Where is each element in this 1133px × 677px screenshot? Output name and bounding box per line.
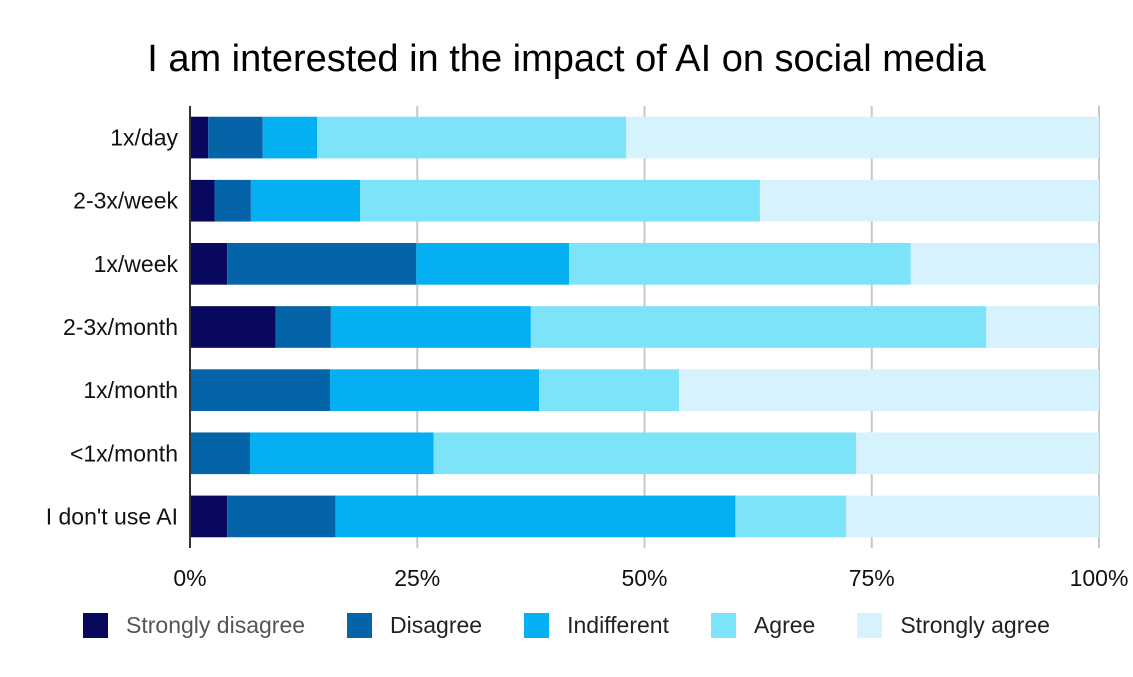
- x-tick-label: 50%: [621, 565, 667, 591]
- bar-segment: [539, 369, 680, 411]
- bar-segment: [759, 179, 1099, 222]
- legend-swatch: [524, 613, 550, 638]
- bar-segment: [856, 432, 1099, 475]
- x-tick-label: 0%: [173, 565, 206, 591]
- bar-segment: [569, 243, 911, 285]
- x-tick-label: 100%: [1070, 565, 1129, 591]
- bar-segment: [190, 243, 228, 285]
- bar-segment: [214, 179, 251, 222]
- bar-segment: [190, 369, 330, 411]
- bar-segment: [249, 432, 434, 475]
- bar-segment: [335, 495, 736, 538]
- bar-segment: [986, 306, 1099, 348]
- bar-segment: [359, 179, 760, 222]
- bar-segment: [317, 116, 627, 159]
- legend-label: Strongly agree: [900, 612, 1050, 638]
- bar-area: [190, 116, 1099, 538]
- bar-segment: [250, 179, 360, 222]
- legend-swatch: [347, 613, 373, 638]
- bar-segment: [227, 243, 417, 285]
- legend: Strongly disagree Disagree Indifferent Agre…: [0, 612, 1133, 639]
- bar-segment: [190, 179, 215, 222]
- legend-swatch: [83, 613, 109, 638]
- bar-segment: [190, 495, 228, 538]
- bar-segment: [329, 369, 540, 411]
- y-category-label: 1x/week: [94, 251, 179, 277]
- bar-segment: [227, 495, 336, 538]
- bar-segment: [735, 495, 847, 538]
- bar-segment: [679, 369, 1099, 411]
- legend-label: Strongly disagree: [126, 612, 306, 638]
- legend-label: Indifferent: [567, 612, 669, 638]
- legend-item: Indifferent: [524, 612, 669, 639]
- bar-segment: [190, 432, 250, 475]
- bar-segment: [846, 495, 1099, 538]
- legend-label: Agree: [753, 612, 816, 638]
- y-category-label: 2-3x/week: [73, 188, 178, 214]
- bar-segment: [190, 116, 209, 159]
- bar-segment: [416, 243, 570, 285]
- bar-segment: [190, 306, 276, 348]
- bar-segment: [330, 306, 531, 348]
- legend-swatch: [710, 613, 736, 638]
- legend-item: Strongly agree: [857, 612, 1050, 639]
- bar-segment: [910, 243, 1099, 285]
- y-category-label: 1x/month: [83, 377, 178, 403]
- x-tick-label: 25%: [394, 565, 440, 591]
- bar-segment: [208, 116, 263, 159]
- bar-segment: [275, 306, 331, 348]
- axis-labels: 0% 25% 50% 75% 100% 1x/day 2-3x/week 1x/week 2-3…: [46, 125, 1129, 591]
- chart-title: I am interested in the impact of AI on s…: [147, 38, 986, 80]
- y-category-label: 2-3x/month: [63, 314, 178, 340]
- bar-segment: [626, 116, 1099, 159]
- legend-item: Disagree: [347, 612, 482, 639]
- bar-segment: [530, 306, 987, 348]
- y-category-label: I don't use AI: [46, 503, 178, 529]
- bar-segment: [433, 432, 857, 475]
- legend-label: Disagree: [390, 612, 483, 638]
- bar-segment: [262, 116, 318, 159]
- chart-plot: 0% 25% 50% 75% 100% 1x/day 2-3x/week 1x/week 2-3…: [46, 106, 1129, 591]
- y-category-label: <1x/month: [70, 440, 178, 466]
- x-tick-label: 75%: [849, 565, 895, 591]
- legend-item: Agree: [710, 612, 816, 639]
- y-category-label: 1x/day: [110, 125, 178, 151]
- legend-swatch: [857, 613, 883, 638]
- legend-item: Strongly disagree: [83, 612, 305, 639]
